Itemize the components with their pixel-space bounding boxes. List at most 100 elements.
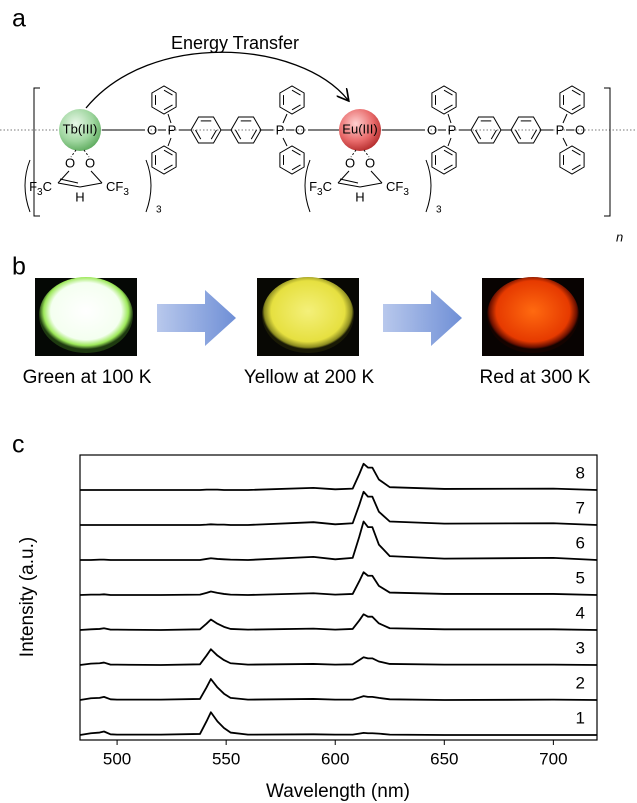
parenthesis	[304, 159, 311, 213]
bond	[59, 178, 79, 184]
bond	[447, 113, 452, 124]
subscript: 3	[403, 187, 409, 198]
bond	[291, 104, 301, 111]
benzene-ring	[230, 116, 262, 144]
bond	[337, 182, 361, 188]
parenthesis	[425, 159, 432, 213]
bond	[57, 182, 81, 188]
bond	[167, 113, 172, 124]
atom: F	[115, 179, 123, 194]
bond	[235, 129, 242, 140]
bond	[83, 149, 90, 158]
bond	[79, 182, 103, 188]
bond	[443, 164, 453, 171]
series-label: 8	[576, 463, 585, 482]
spectrum	[80, 520, 598, 561]
benzene-ring	[151, 85, 177, 115]
bond	[57, 170, 70, 184]
benzene-ring	[559, 85, 585, 115]
bond	[291, 164, 301, 171]
spectrum	[79, 678, 598, 701]
x-tick-label: 650	[430, 749, 458, 768]
atom: F	[395, 179, 403, 194]
bond	[70, 149, 77, 158]
x-tick-label: 700	[539, 749, 567, 768]
atom-label: O	[65, 155, 75, 170]
benzene-ring	[510, 116, 542, 144]
group-label: CF3	[106, 179, 129, 197]
bond	[443, 104, 453, 111]
bond	[90, 170, 103, 184]
bond	[571, 164, 581, 171]
atom: C	[43, 179, 52, 194]
photo-glow	[262, 277, 354, 353]
bond	[530, 129, 537, 140]
bond	[562, 113, 568, 124]
tb-ion	[59, 109, 101, 151]
benzene-ring	[279, 85, 305, 115]
atom: C	[106, 179, 115, 194]
repeat-unit: n	[616, 229, 623, 244]
group-label: F3C	[309, 179, 332, 197]
atom: C	[386, 179, 395, 194]
bond	[363, 149, 370, 158]
atom-label: 3	[436, 205, 442, 216]
photo-row: Green at 100 K Yellow at 200 K Red at 30…	[23, 277, 591, 388]
atom-label: H	[355, 189, 364, 204]
x-axis-title: Wavelength (nm)	[266, 781, 410, 802]
atom-label: H	[75, 189, 84, 204]
atom: F	[29, 179, 37, 194]
atom-label: O	[295, 122, 305, 137]
atom: F	[309, 179, 317, 194]
atom-label: O	[147, 122, 157, 137]
bond	[475, 129, 482, 140]
plot-frame	[79, 454, 598, 741]
atom: C	[323, 179, 332, 194]
process-arrow	[383, 290, 462, 346]
group-label: F3C	[29, 179, 52, 197]
benzene-ring	[559, 145, 585, 175]
bond	[571, 89, 581, 96]
series-label: 4	[576, 603, 585, 622]
x-tick-label: 550	[212, 749, 240, 768]
bond	[195, 129, 202, 140]
subscript: 3	[123, 187, 129, 198]
bond	[163, 164, 173, 171]
bond	[250, 129, 257, 140]
bond	[490, 129, 497, 140]
bond	[337, 170, 350, 184]
eu-ion	[339, 109, 381, 151]
benzene-ring	[190, 116, 222, 144]
bond	[339, 178, 359, 184]
parenthesis	[145, 159, 152, 213]
atom-label: O	[427, 122, 437, 137]
parenthesis	[24, 159, 31, 213]
bond	[571, 104, 581, 111]
spectrum	[79, 648, 598, 666]
photo-caption: Green at 100 K	[23, 367, 152, 388]
atom-label: O	[345, 155, 355, 170]
atom-label: O	[575, 122, 585, 137]
photo-caption: Red at 300 K	[480, 367, 591, 388]
panel-label: a	[12, 5, 26, 33]
bond	[447, 137, 452, 147]
bond	[163, 104, 173, 111]
bond	[443, 149, 453, 156]
bond	[282, 137, 288, 147]
series-label: 1	[576, 708, 585, 727]
x-tick-label: 500	[103, 749, 131, 768]
bracket	[33, 87, 40, 217]
bracket	[604, 87, 611, 217]
bond	[167, 137, 172, 147]
subscript: 3	[317, 187, 323, 198]
spectrum	[79, 613, 598, 631]
transfer-arrow	[85, 51, 348, 109]
x-tick-label: 600	[321, 749, 349, 768]
atom-label: P	[448, 122, 457, 137]
benzene-ring	[470, 116, 502, 144]
bond	[350, 149, 357, 158]
benzene-ring	[151, 145, 177, 175]
benzene-ring	[431, 145, 457, 175]
series-label: 6	[576, 533, 585, 552]
bond	[370, 170, 383, 184]
